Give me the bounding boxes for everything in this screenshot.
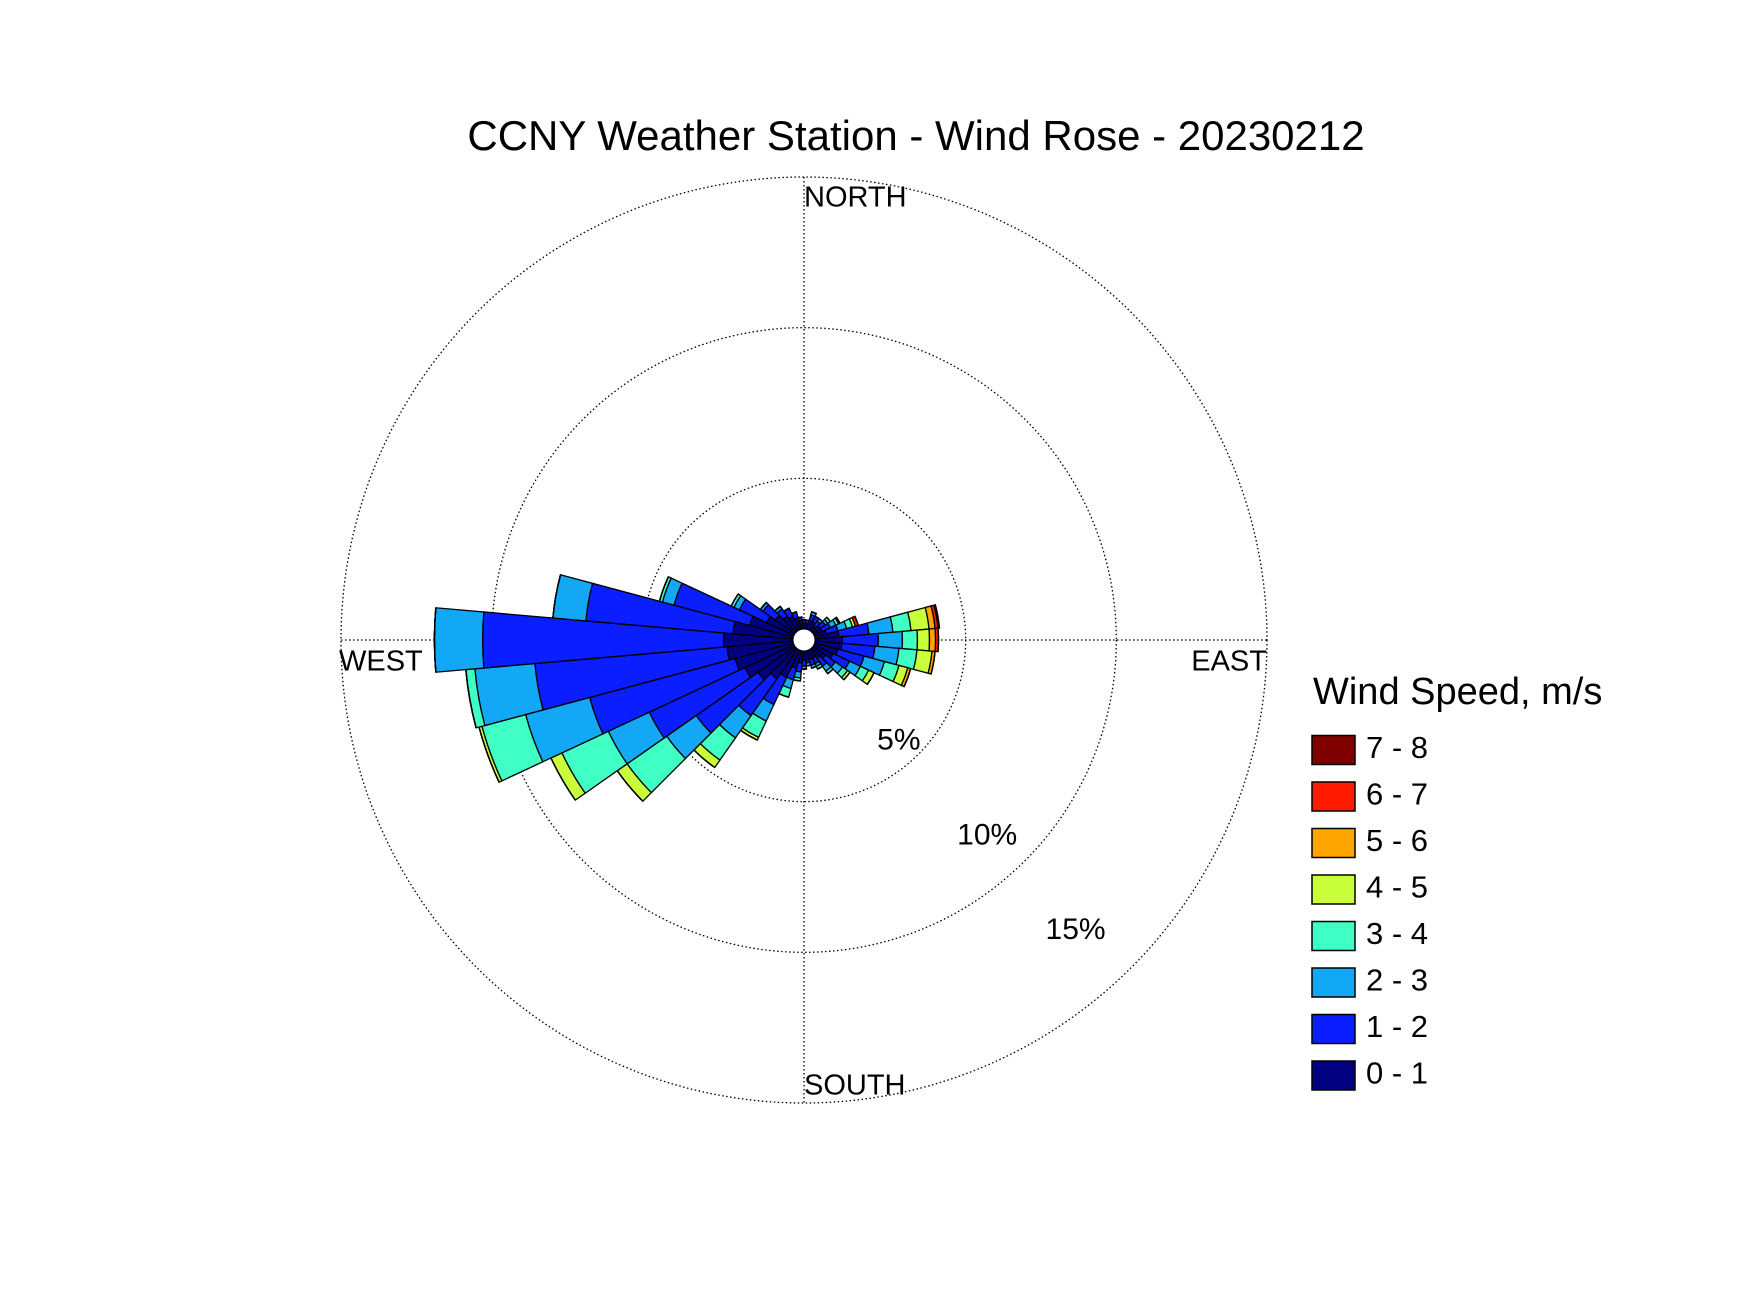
rose-segment: [827, 668, 834, 675]
legend-label: 3 - 4: [1366, 916, 1428, 951]
legend-label: 7 - 8: [1366, 730, 1428, 765]
legend-label: 0 - 1: [1366, 1056, 1428, 1091]
rose-segment: [774, 605, 781, 612]
rose-segment: [916, 628, 931, 652]
rose-segment: [658, 576, 669, 602]
legend-label: 1 - 2: [1366, 1009, 1428, 1044]
direction-label: SOUTH: [804, 1070, 906, 1102]
rose-segment: [901, 629, 919, 651]
legend-swatch: [1311, 967, 1356, 998]
legend-label: 4 - 5: [1366, 870, 1428, 905]
legend-label: 5 - 6: [1366, 823, 1428, 858]
rose-segment: [930, 651, 936, 675]
legend-label: 2 - 3: [1366, 963, 1428, 998]
direction-label: WEST: [339, 646, 423, 678]
rose-segment: [806, 664, 811, 667]
legend-swatch: [1311, 1013, 1356, 1045]
r-tick-label: 15%: [1046, 913, 1106, 946]
direction-label: NORTH: [804, 182, 907, 214]
center-hole: [792, 628, 816, 652]
legend-label: 6 - 7: [1366, 777, 1428, 812]
r-tick-label: 10%: [957, 818, 1017, 851]
legend-title: Wind Speed, m/s: [1313, 671, 1602, 713]
rose-segment: [877, 630, 904, 650]
rose-segment: [797, 616, 803, 619]
legend-swatch: [1311, 734, 1356, 766]
legend-swatch: [1311, 920, 1356, 952]
rose-segment: [928, 627, 937, 653]
legend-swatch: [1311, 781, 1356, 812]
legend-swatch: [1311, 827, 1356, 859]
rose-segment: [783, 607, 790, 612]
rose-segment: [843, 671, 851, 681]
legend-swatch: [1311, 874, 1356, 905]
rose-segment: [937, 628, 940, 652]
rose-segment: [903, 668, 912, 687]
direction-label: EAST: [1191, 646, 1267, 678]
rose-segment: [433, 607, 485, 673]
legend-swatch: [1311, 1060, 1356, 1091]
chart-title: CCNY Weather Station - Wind Rose - 20230…: [467, 112, 1364, 159]
rose-segment: [759, 601, 767, 610]
r-tick-label: 5%: [877, 724, 920, 757]
rose-segment: [866, 616, 894, 636]
